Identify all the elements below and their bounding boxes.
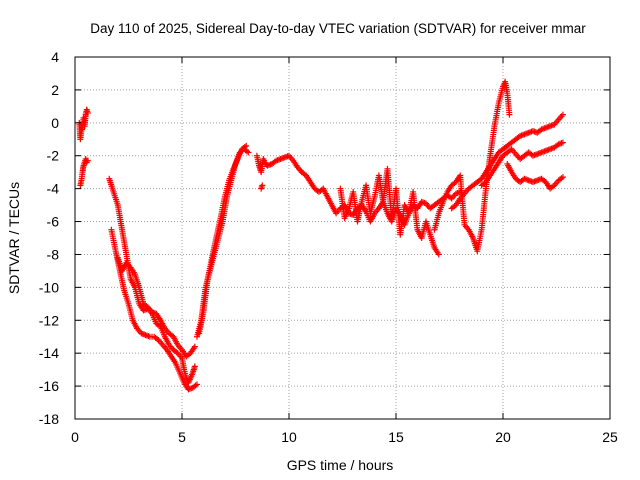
data-points [76, 78, 566, 393]
x-tick-label: 15 [388, 429, 404, 445]
y-tick-label: -8 [47, 246, 60, 262]
y-tick-label: -4 [47, 181, 60, 197]
y-tick-label: -12 [39, 312, 59, 328]
axis-ticks: 0 5 10 15 20 25 -18 -16 -14 -12 -10 -8 -6 -4 -2 0 2 4 [39, 49, 618, 445]
data-point [191, 363, 198, 370]
data-point [506, 111, 513, 118]
x-tick-label: 0 [71, 429, 79, 445]
plot-border [74, 56, 611, 420]
data-point [84, 157, 91, 164]
y-tick-label: 4 [51, 49, 59, 65]
y-tick-label: 0 [51, 115, 59, 131]
data-point [84, 109, 91, 116]
data-point [191, 343, 198, 350]
y-axis-label: SDTVAR / TECUs [6, 182, 22, 294]
y-tick-label: -18 [39, 411, 59, 427]
y-tick-label: -10 [39, 279, 59, 295]
data-point [435, 251, 442, 258]
x-tick-label: 25 [602, 429, 618, 445]
y-tick-label: -14 [39, 345, 59, 361]
x-axis-label: GPS time / hours [287, 457, 394, 473]
data-point [259, 182, 266, 189]
grid-lines [75, 57, 610, 419]
data-point [559, 174, 566, 181]
data-point [243, 142, 250, 149]
x-tick-label: 5 [178, 429, 186, 445]
data-point [559, 139, 566, 146]
y-tick-label: -2 [47, 148, 60, 164]
data-point [193, 381, 200, 388]
data-point [245, 149, 252, 156]
x-tick-label: 20 [495, 429, 511, 445]
data-point [559, 111, 566, 118]
y-tick-label: -6 [47, 214, 60, 230]
y-tick-label: -16 [39, 378, 59, 394]
chart-title: Day 110 of 2025, Sidereal Day-to-day VTE… [90, 21, 586, 36]
y-tick-label: 2 [51, 82, 59, 98]
x-tick-label: 10 [281, 429, 297, 445]
